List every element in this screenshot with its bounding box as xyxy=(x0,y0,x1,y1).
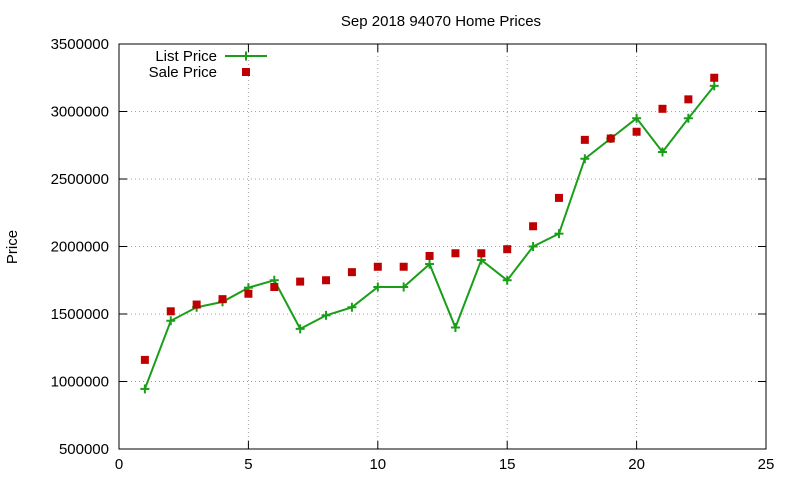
sale-price-point xyxy=(658,104,667,113)
sale-price-point xyxy=(373,262,382,271)
list-price-point xyxy=(399,282,409,292)
x-tick-label: 5 xyxy=(244,456,252,473)
series xyxy=(140,73,719,394)
x-tick-label: 20 xyxy=(628,456,645,473)
sale-price-point xyxy=(554,193,563,202)
sale-price-point xyxy=(244,289,253,298)
list-price-point xyxy=(528,242,538,251)
sale-price-point xyxy=(270,283,279,291)
list-price-point xyxy=(321,310,331,320)
y-tick-label: 3000000 xyxy=(51,104,109,121)
legend-label-sale-price: Sale Price xyxy=(149,64,217,81)
x-tick-label: 25 xyxy=(758,456,775,473)
y-tick-label: 1000000 xyxy=(51,374,109,391)
sale-price-point xyxy=(322,276,331,285)
plot-frame xyxy=(118,43,767,450)
sale-price-point xyxy=(192,300,201,309)
y-axis-label: Price xyxy=(4,230,21,264)
sale-price-point xyxy=(632,127,641,136)
y-tick-label: 1500000 xyxy=(51,306,109,323)
sale-price-point xyxy=(166,307,175,316)
axes xyxy=(118,43,767,450)
list-price-point xyxy=(657,147,667,157)
list-price-point xyxy=(347,302,357,312)
list-price-point xyxy=(140,384,150,394)
y-tick-label: 500000 xyxy=(59,441,109,458)
sale-price-point xyxy=(529,222,538,231)
sale-price-point xyxy=(425,251,434,260)
list-price-point xyxy=(683,113,693,123)
x-tick-label: 10 xyxy=(369,456,386,473)
list-price-point xyxy=(580,154,590,164)
sale-price-point xyxy=(399,262,408,271)
y-tick-label: 2500000 xyxy=(51,171,109,188)
sale-price-point xyxy=(296,277,305,286)
sale-price-point xyxy=(684,95,693,104)
list-price-point xyxy=(425,259,435,269)
list-price-point xyxy=(373,282,383,292)
list-price-point xyxy=(709,81,719,91)
list-price-point xyxy=(450,323,460,332)
chart-title: Sep 2018 94070 Home Prices xyxy=(341,13,541,30)
legend-marker-sale-price xyxy=(242,68,250,76)
list-price-point xyxy=(632,113,642,123)
list-price-point xyxy=(502,275,512,285)
sale-price-point xyxy=(580,135,589,144)
sale-price-point xyxy=(140,355,149,364)
sale-price-point xyxy=(503,245,512,254)
sale-price-point xyxy=(606,134,615,143)
x-tick-label: 0 xyxy=(115,456,123,473)
list-price-line xyxy=(143,85,715,390)
y-tick-label: 2000000 xyxy=(51,239,109,256)
sale-price-point xyxy=(477,249,486,258)
y-tick-label: 3500000 xyxy=(51,36,109,53)
sale-price-point xyxy=(347,268,356,277)
sale-price-point xyxy=(710,73,719,82)
sale-price-point xyxy=(218,295,227,304)
sale-price-point xyxy=(451,249,460,258)
legend-label-list-price: List Price xyxy=(155,48,217,65)
list-price-point xyxy=(295,324,305,334)
grid xyxy=(119,44,766,449)
x-tick-label: 15 xyxy=(499,456,516,473)
list-price-point xyxy=(554,229,564,239)
tick-labels: 0 5 10 15 20 25 500000 1000000 1500000 2000000 250… xyxy=(51,36,775,473)
list-price-point xyxy=(166,316,176,326)
